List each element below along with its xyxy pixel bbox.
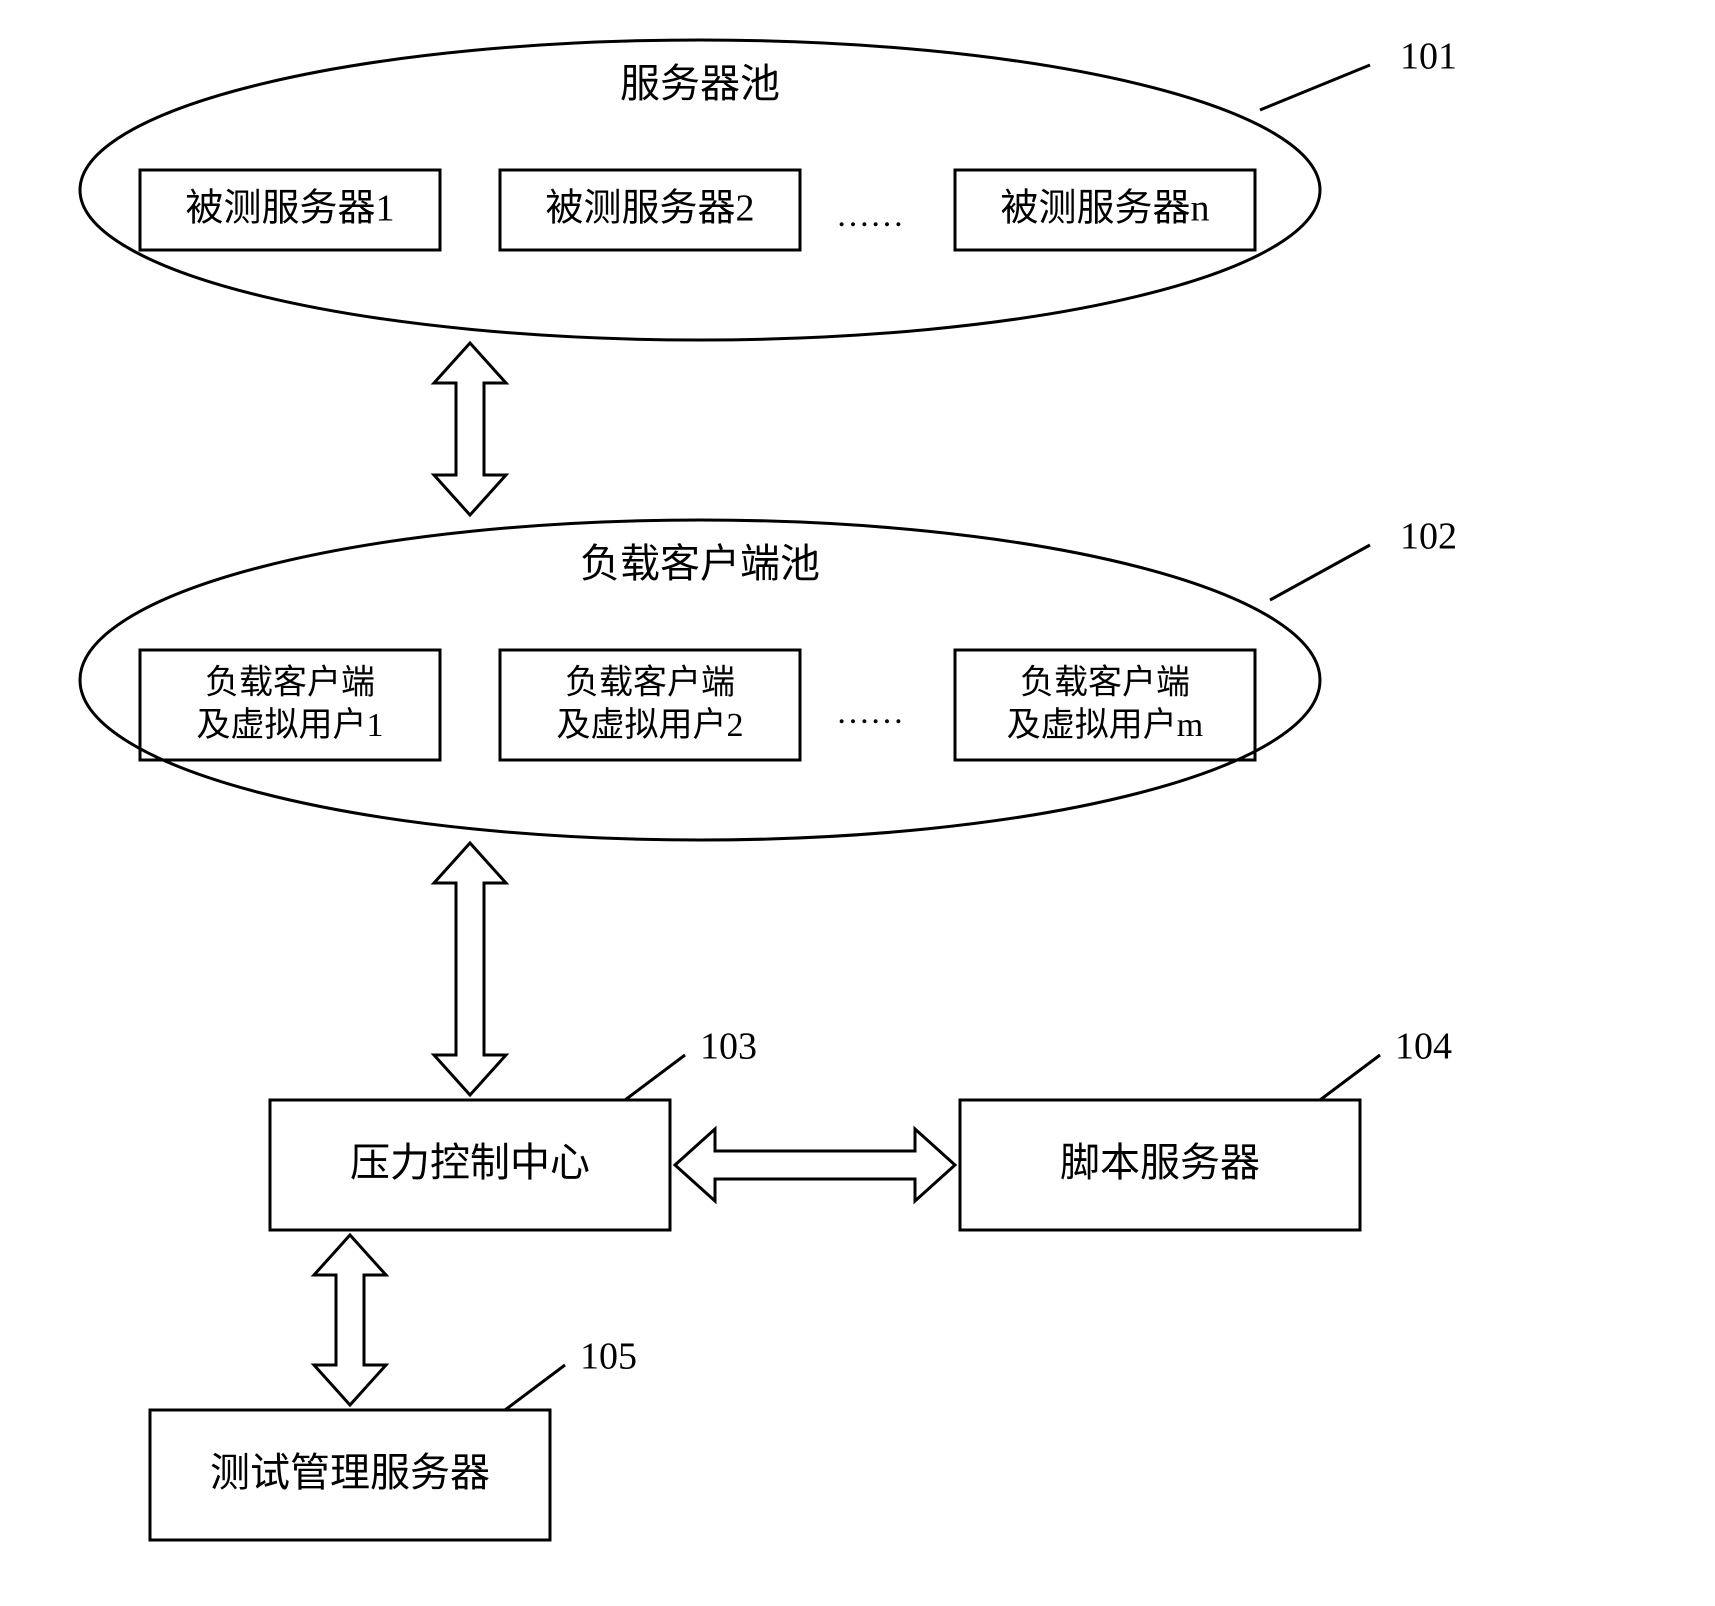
- server-pool-title: 服务器池: [620, 61, 780, 106]
- client-pool-ellipsis: ……: [836, 694, 904, 731]
- server-pool-box-0-label: 被测服务器1: [185, 188, 394, 230]
- client-pool-box-0-line-0: 负载客户端: [205, 664, 375, 702]
- test-management-server-label: 测试管理服务器: [210, 1450, 490, 1495]
- client-pool-title: 负载客户端池: [580, 541, 820, 586]
- client-pool-box-0-line-1: 及虚拟用户1: [197, 706, 384, 744]
- client-pool-ref: 102: [1400, 516, 1457, 558]
- client-pool-box-2-line-1: 及虚拟用户m: [1007, 706, 1203, 744]
- script-server-label: 脚本服务器: [1060, 1140, 1260, 1185]
- canvas-bg: [0, 0, 1715, 1606]
- server-pool-box-1-label: 被测服务器2: [545, 188, 754, 230]
- pressure-control-center-label: 压力控制中心: [350, 1140, 590, 1185]
- server-pool-ref: 101: [1400, 36, 1457, 78]
- client-pool-box-1-line-1: 及虚拟用户2: [557, 706, 744, 744]
- pressure-control-center-ref: 103: [700, 1026, 757, 1068]
- script-server-ref: 104: [1395, 1026, 1452, 1068]
- client-pool-box-1-line-0: 负载客户端: [565, 664, 735, 702]
- diagram-root: 服务器池被测服务器1 被测服务器2 被测服务器n …… 101 负载客户端池负载客户端及虚…: [0, 0, 1715, 1606]
- test-management-server-ref: 105: [580, 1336, 637, 1378]
- server-pool-box-2-label: 被测服务器n: [1000, 188, 1209, 230]
- server-pool-ellipsis: ……: [836, 197, 904, 234]
- client-pool-box-2-line-0: 负载客户端: [1020, 664, 1190, 702]
